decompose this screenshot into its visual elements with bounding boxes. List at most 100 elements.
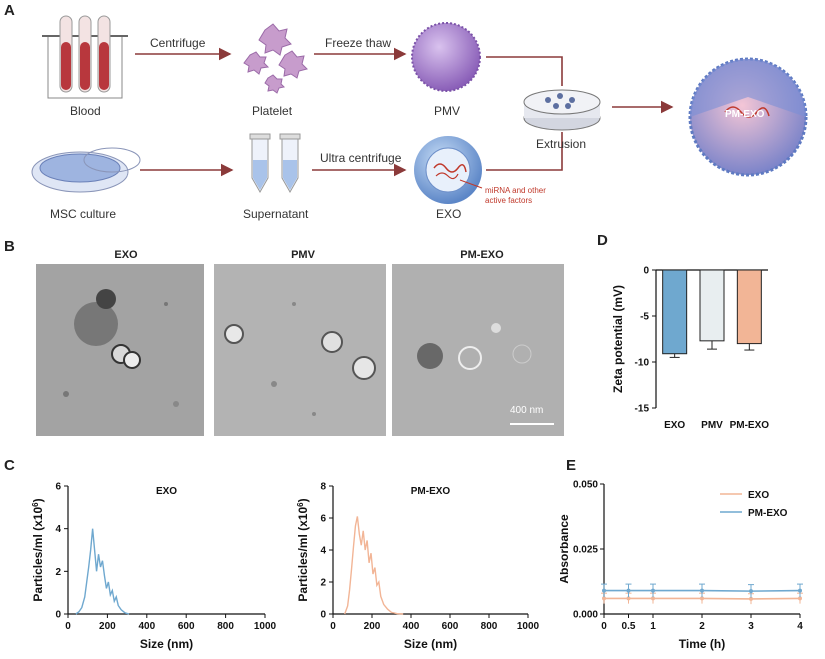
data-point xyxy=(651,596,655,601)
blood-label: Blood xyxy=(70,104,101,118)
exo-label: EXO xyxy=(436,207,462,221)
absorbance-chart: 0.000 0.025 0.050 0 0.5 1 2 3 4 EXO PM-EXO Time (h)… xyxy=(560,480,803,652)
x-tick-label: 1000 xyxy=(254,621,277,632)
data-point xyxy=(749,596,753,601)
y-tick-label: 0.050 xyxy=(573,480,598,491)
bar-pm-exo xyxy=(736,269,762,345)
tem-image-pmv xyxy=(214,264,386,436)
x-axis-label: Time (h) xyxy=(679,637,725,651)
x-tick-label: 2 xyxy=(699,621,705,632)
data-point xyxy=(749,589,753,594)
freeze-thaw-label: Freeze thaw xyxy=(325,36,392,50)
mirna-note: miRNA and other active factors xyxy=(485,186,546,206)
pm-exo-sphere-label: PM-EXO xyxy=(725,109,765,120)
size-distribution-line xyxy=(344,516,404,615)
tem-image-pm-exo xyxy=(392,264,564,436)
tem-title-pm-exo: PM-EXO xyxy=(460,249,504,261)
x-tick-label: 4 xyxy=(797,621,803,632)
platelet-icon xyxy=(243,23,308,94)
data-point xyxy=(798,588,802,593)
size-distribution-line xyxy=(75,528,130,615)
data-point xyxy=(651,588,655,593)
x-tick-label: 0.5 xyxy=(622,621,636,632)
y-axis-label: Absorbance xyxy=(560,514,571,584)
y-tick-label: 4 xyxy=(55,524,61,535)
x-tick-label: 600 xyxy=(178,621,195,632)
legend-label: PM-EXO xyxy=(748,508,788,519)
petri-dish-icon xyxy=(31,147,141,193)
x-tick-label: EXO xyxy=(664,420,685,431)
msc-culture-label: MSC culture xyxy=(50,207,117,221)
series-line-exo xyxy=(604,597,801,600)
exo-size-distribution-chart: 0 2 4 6 0 200 400 600 800 1000 EXO Size (nm) Particl… xyxy=(31,482,277,652)
panel-letter-d: D xyxy=(597,232,608,249)
pm-exo-sphere-icon xyxy=(688,57,808,177)
pm-exo-size-distribution-chart: 0 2 4 6 8 0 200 400 600 800 1000 PM-EXO Size (nm) Par… xyxy=(296,482,540,652)
x-tick-label: 0 xyxy=(601,621,607,632)
panel-letter-a: A xyxy=(4,2,15,19)
panel-letter-e: E xyxy=(566,457,577,474)
ultra-centrifuge-label: Ultra centrifuge xyxy=(320,151,402,165)
data-point xyxy=(602,596,606,601)
tem-image-exo xyxy=(36,264,204,436)
panel-letter-c: C xyxy=(4,457,15,474)
mirna-note-line-1: miRNA and other xyxy=(485,186,546,195)
pmv-sphere-icon xyxy=(411,22,481,92)
data-point xyxy=(798,596,802,601)
data-point xyxy=(700,596,704,601)
x-tick-label: 200 xyxy=(99,621,116,632)
platelet-label: Platelet xyxy=(252,104,293,118)
data-point xyxy=(602,588,606,593)
x-tick-label: 0 xyxy=(330,621,336,632)
tem-title-pmv: PMV xyxy=(291,249,315,261)
extrusion-label: Extrusion xyxy=(536,137,587,151)
y-tick-label: -10 xyxy=(635,358,650,369)
y-tick-label: -15 xyxy=(635,404,650,415)
y-tick-label: 0 xyxy=(643,266,649,277)
pmv-label: PMV xyxy=(434,104,461,118)
panel-letter-b: B xyxy=(4,238,15,255)
y-tick-label: 0 xyxy=(320,610,326,621)
y-tick-label: 6 xyxy=(320,514,326,525)
x-tick-label: 400 xyxy=(403,621,420,632)
mirna-note-line-2: active factors xyxy=(485,196,533,205)
supernatant-label: Supernatant xyxy=(243,207,309,221)
y-tick-label: -5 xyxy=(640,312,649,323)
y-tick-label: 2 xyxy=(320,578,326,589)
y-tick-label: 2 xyxy=(55,567,61,578)
data-point xyxy=(700,588,704,593)
y-tick-label: 6 xyxy=(55,482,61,493)
tem-title-exo: EXO xyxy=(114,249,138,261)
x-tick-label: 800 xyxy=(481,621,498,632)
zeta-potential-chart: 0 -5 -10 -15 EXO PMV PM-EXO Zeta potential (mV) xyxy=(611,266,770,432)
x-axis-label: Size (nm) xyxy=(140,637,193,651)
y-tick-label: 0.000 xyxy=(573,610,598,621)
supernatant-tubes-icon xyxy=(249,133,301,194)
x-tick-label: 1 xyxy=(650,621,656,632)
scale-bar-label: 400 nm xyxy=(510,405,544,416)
chart-title: EXO xyxy=(156,486,177,497)
x-tick-label: 0 xyxy=(65,621,71,632)
series-line-pm-exo xyxy=(604,589,801,592)
x-tick-label: 3 xyxy=(748,621,754,632)
exo-sphere-icon xyxy=(414,136,483,204)
data-point xyxy=(626,588,631,593)
x-tick-label: PM-EXO xyxy=(730,420,770,431)
chart-title: PM-EXO xyxy=(411,486,451,497)
centrifuge-label: Centrifuge xyxy=(150,36,206,50)
extrusion-membrane-icon xyxy=(523,89,601,131)
y-axis-label: Particles/ml (x106) xyxy=(296,498,311,601)
legend-label: EXO xyxy=(748,490,769,501)
y-axis-label: Particles/ml (x106) xyxy=(31,498,46,601)
x-tick-label: 600 xyxy=(442,621,459,632)
y-tick-label: 8 xyxy=(320,482,326,493)
x-tick-label: 1000 xyxy=(517,621,540,632)
x-tick-label: 200 xyxy=(364,621,381,632)
bar-exo xyxy=(662,269,688,355)
y-tick-label: 0.025 xyxy=(573,545,598,556)
y-tick-label: 0 xyxy=(55,610,61,621)
x-tick-label: 400 xyxy=(138,621,155,632)
y-tick-label: 4 xyxy=(320,546,326,557)
schematic-diagram xyxy=(31,15,808,204)
data-point xyxy=(626,596,631,601)
